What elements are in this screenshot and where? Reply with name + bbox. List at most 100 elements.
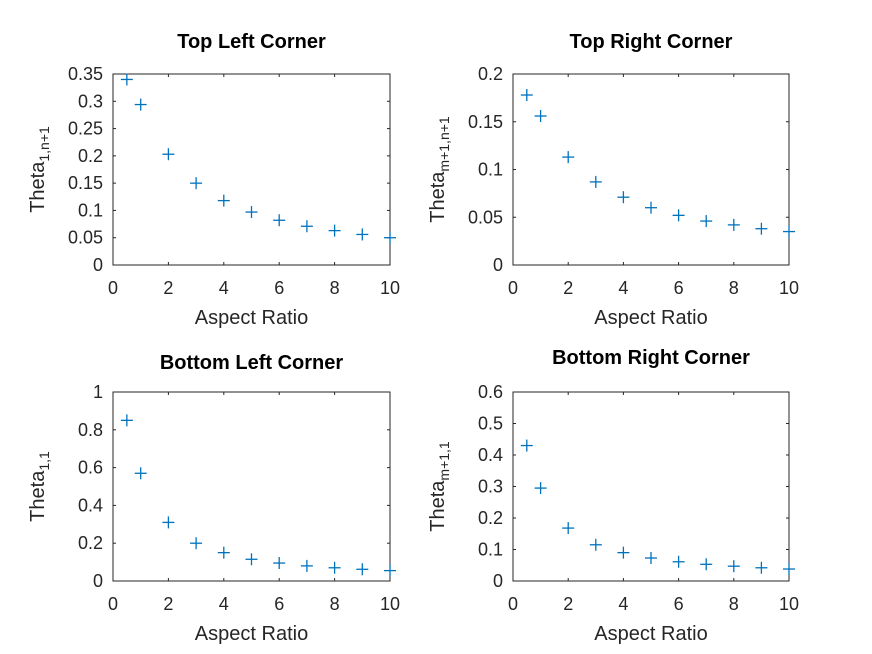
y-tick-label: 1	[93, 382, 103, 402]
data-point	[672, 555, 685, 568]
y-axis-label: Thetam+1,n+1	[427, 116, 452, 223]
x-tick-label: 0	[508, 594, 518, 614]
data-point	[120, 73, 133, 86]
subplot-1: Top Left Corner 0 2 4 6 8 10 0 0.05 0.1 0.15 0.2 0.2…	[27, 31, 400, 329]
y-axis-label-base: Theta	[27, 470, 49, 522]
y-axis-label: Theta1,1	[27, 451, 52, 522]
y-axis-label-subscript: 1,n+1	[36, 126, 52, 162]
x-tick-label: 2	[163, 594, 173, 614]
x-axis-label: Aspect Ratio	[195, 307, 308, 329]
y-axis-label-subscript: 1,1	[36, 451, 52, 471]
data-point	[328, 224, 341, 237]
y-tick-label: 0.35	[68, 64, 103, 84]
data-point	[217, 194, 230, 207]
data-point	[273, 214, 286, 227]
data-point	[162, 516, 175, 529]
data-point	[672, 209, 685, 222]
y-tick-label: 0.05	[468, 207, 503, 227]
y-tick-label: 0.3	[78, 91, 103, 111]
y-axis-label-base: Theta	[427, 480, 449, 532]
x-tick-label: 6	[274, 594, 284, 614]
data-point	[534, 110, 547, 123]
data-point	[300, 559, 313, 572]
data-point	[755, 222, 768, 235]
x-tick-label: 10	[779, 278, 799, 298]
chart-title: Top Right Corner	[570, 31, 733, 53]
data-point	[328, 561, 341, 574]
y-tick-label: 0.15	[68, 173, 103, 193]
data-point	[700, 215, 713, 228]
y-tick-label: 0.2	[78, 146, 103, 166]
data-point	[645, 552, 657, 565]
data-point	[589, 538, 602, 551]
data-point	[384, 564, 396, 577]
x-axis-label: Aspect Ratio	[594, 307, 707, 329]
data-point	[617, 546, 630, 559]
x-tick-label: 6	[674, 278, 684, 298]
data-point	[617, 191, 630, 204]
data-point	[190, 537, 203, 550]
x-tick-label: 2	[163, 278, 173, 298]
x-tick-label: 10	[380, 594, 400, 614]
x-tick-label: 4	[618, 278, 628, 298]
y-tick-label: 0.3	[478, 477, 503, 497]
axes-box	[512, 391, 790, 582]
x-tick-label: 4	[219, 594, 229, 614]
data-point	[520, 89, 533, 102]
y-tick-label: 0.15	[468, 112, 503, 132]
y-tick-label: 0	[93, 571, 103, 591]
data-point	[134, 467, 147, 480]
data-point	[645, 201, 657, 214]
y-tick-label: 0.2	[478, 64, 503, 84]
y-tick-label: 0.8	[78, 420, 103, 440]
y-tick-label: 0.4	[478, 445, 503, 465]
data-point	[755, 561, 768, 574]
data-point	[700, 558, 713, 571]
x-tick-label: 2	[563, 278, 573, 298]
data-point	[727, 218, 740, 231]
x-tick-label: 6	[674, 594, 684, 614]
y-tick-label: 0.1	[78, 200, 103, 220]
y-axis-label-base: Theta	[427, 171, 449, 223]
y-tick-label: 0.1	[478, 160, 503, 180]
data-point	[783, 225, 795, 238]
y-tick-label: 0.1	[478, 540, 503, 560]
axes-box	[112, 73, 391, 266]
x-tick-label: 2	[563, 594, 573, 614]
y-tick-label: 0.25	[68, 119, 103, 139]
x-axis-label: Aspect Ratio	[594, 623, 707, 645]
data-point	[783, 563, 795, 576]
subplot-2: Top Right Corner 0 2 4 6 8 10 0 0.05 0.1 0.15 0.2 As…	[427, 31, 799, 329]
y-tick-label: 0.6	[478, 382, 503, 402]
y-axis-label: Theta1,n+1	[27, 126, 52, 213]
x-tick-label: 0	[108, 594, 118, 614]
data-point	[162, 148, 175, 161]
y-axis-label-subscript: m+1,1	[436, 441, 452, 481]
y-tick-label: 0	[493, 255, 503, 275]
data-point	[273, 557, 286, 570]
y-tick-label: 0.4	[78, 495, 103, 515]
data-point	[217, 546, 230, 559]
x-tick-label: 4	[219, 278, 229, 298]
y-axis-label-base: Theta	[27, 161, 49, 213]
data-point	[727, 560, 740, 573]
data-point	[356, 563, 369, 576]
data-point	[534, 482, 547, 495]
axes-box	[512, 73, 790, 266]
x-tick-label: 8	[330, 278, 340, 298]
subplot-3: Bottom Left Corner 0 2 4 6 8 10 0 0.2 0.4 0.6 0.8 1 A…	[27, 352, 400, 645]
y-tick-label: 0	[493, 571, 503, 591]
x-tick-label: 10	[779, 594, 799, 614]
y-tick-label: 0.2	[478, 508, 503, 528]
data-point	[384, 231, 396, 244]
x-tick-label: 10	[380, 278, 400, 298]
subplot-4: Bottom Right Corner 0 2 4 6 8 10 0 0.1 0.2 0.3 0.4 0…	[427, 347, 799, 645]
y-tick-label: 0.6	[78, 458, 103, 478]
chart-title: Bottom Left Corner	[160, 352, 344, 374]
y-tick-label: 0.2	[78, 533, 103, 553]
x-axis-label: Aspect Ratio	[195, 623, 308, 645]
data-point	[120, 414, 133, 427]
x-tick-label: 6	[274, 278, 284, 298]
data-point	[134, 98, 147, 111]
y-axis-label: Thetam+1,1	[427, 441, 452, 532]
